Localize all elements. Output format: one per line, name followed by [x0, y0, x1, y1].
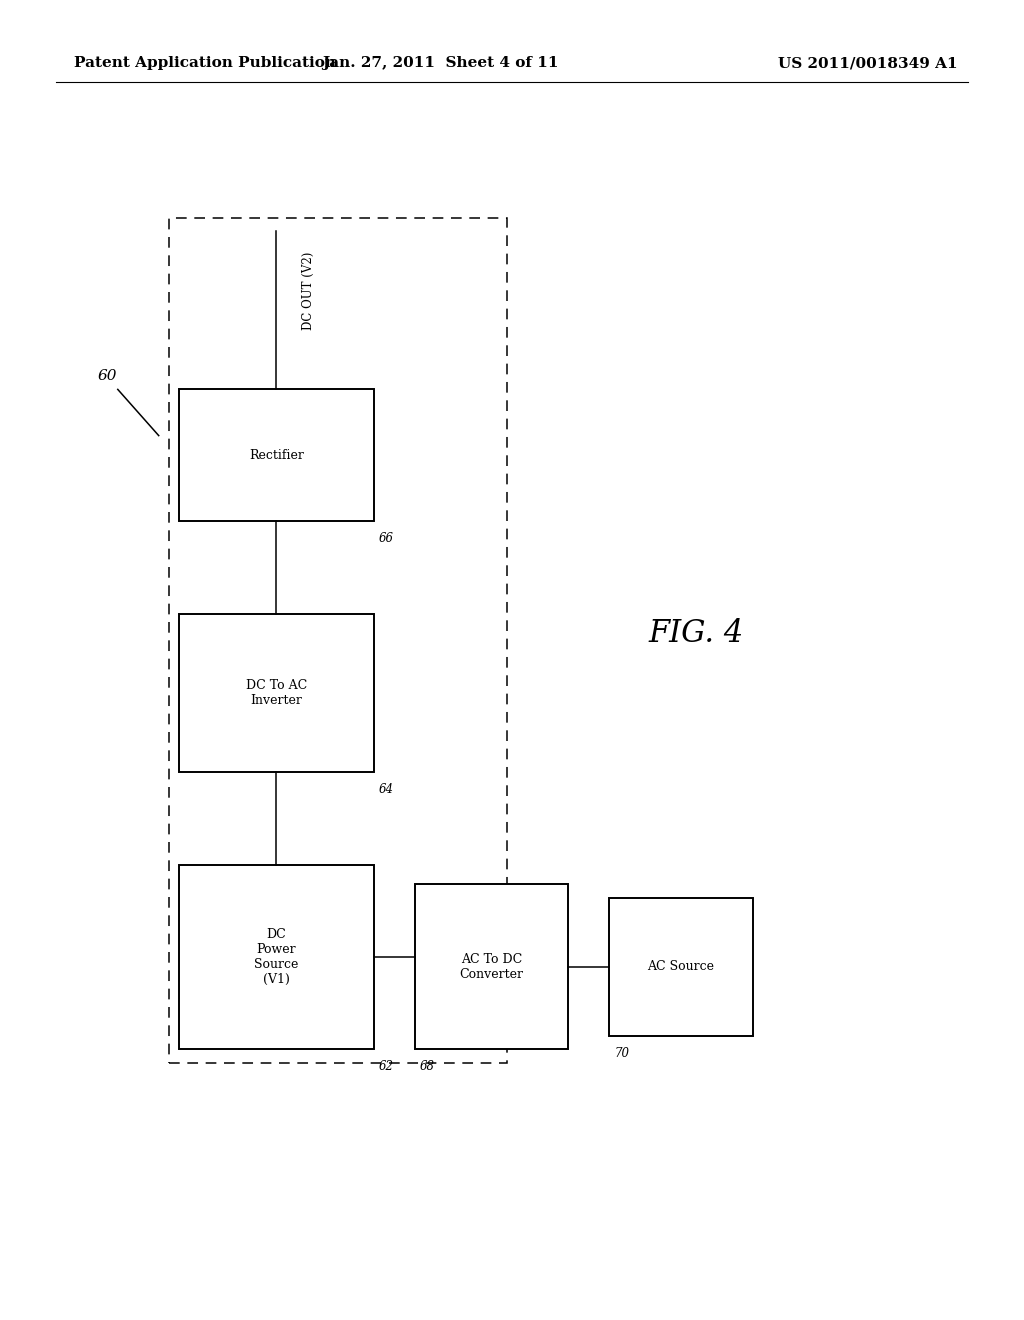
Bar	[179, 389, 374, 521]
Text: 68: 68	[420, 1060, 435, 1073]
Text: DC To AC
Inverter: DC To AC Inverter	[246, 678, 307, 708]
Text: 66: 66	[379, 532, 394, 545]
Text: AC To DC
Converter: AC To DC Converter	[460, 953, 523, 981]
Text: US 2011/0018349 A1: US 2011/0018349 A1	[778, 57, 957, 70]
Text: FIG. 4: FIG. 4	[648, 618, 744, 649]
Text: Jan. 27, 2011  Sheet 4 of 11: Jan. 27, 2011 Sheet 4 of 11	[323, 57, 558, 70]
Text: Patent Application Publication: Patent Application Publication	[74, 57, 336, 70]
Bar	[179, 865, 374, 1049]
Text: DC OUT (V2): DC OUT (V2)	[302, 251, 315, 330]
Bar	[609, 898, 753, 1036]
Text: DC
Power
Source
(V1): DC Power Source (V1)	[254, 928, 299, 986]
Bar	[169, 218, 507, 1063]
Text: AC Source: AC Source	[647, 961, 715, 973]
Bar	[415, 884, 568, 1049]
Text: 64: 64	[379, 783, 394, 796]
Text: 62: 62	[379, 1060, 394, 1073]
Text: Rectifier: Rectifier	[249, 449, 304, 462]
Text: 60: 60	[97, 370, 118, 383]
Bar	[179, 614, 374, 772]
Text: 70: 70	[614, 1047, 630, 1060]
